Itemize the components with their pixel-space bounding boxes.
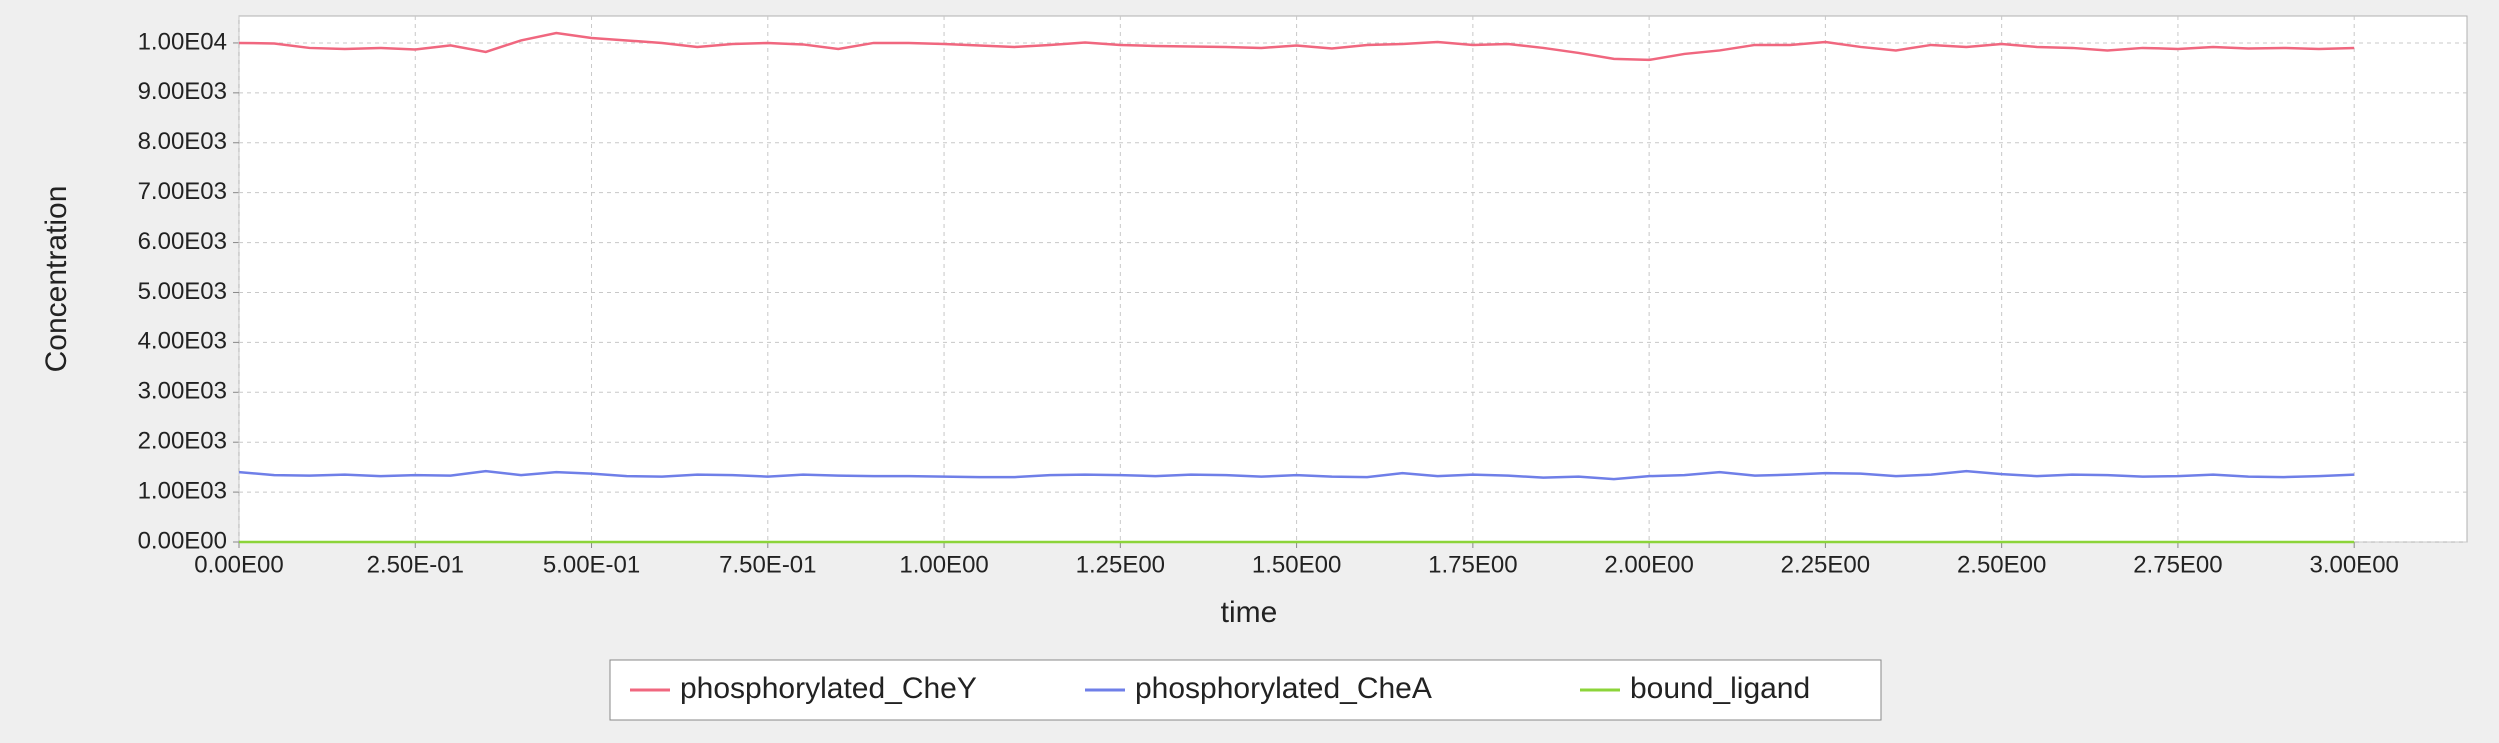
x-tick-label: 1.25E00 [1076, 551, 1165, 578]
x-tick-label: 1.75E00 [1428, 551, 1517, 578]
y-tick-label: 1.00E04 [138, 28, 227, 55]
y-tick-label: 5.00E03 [138, 278, 227, 305]
y-tick-label: 3.00E03 [138, 378, 227, 405]
legend-label: phosphorylated_CheY [680, 672, 977, 705]
x-tick-label: 2.75E00 [2133, 551, 2222, 578]
x-tick-label: 2.50E-01 [367, 551, 464, 578]
x-tick-label: 2.25E00 [1781, 551, 1870, 578]
y-tick-label: 7.00E03 [138, 178, 227, 205]
x-tick-label: 5.00E-01 [543, 551, 640, 578]
plot-area [238, 15, 2468, 543]
x-tick-label: 2.00E00 [1604, 551, 1693, 578]
y-tick-label: 2.00E03 [138, 428, 227, 455]
x-tick-label: 0.00E00 [194, 551, 283, 578]
y-tick-label: 1.00E03 [138, 477, 227, 504]
y-tick-label: 4.00E03 [138, 328, 227, 355]
legend-label: phosphorylated_CheA [1135, 672, 1432, 705]
x-axis-title: time [1221, 596, 1278, 629]
y-tick-label: 8.00E03 [138, 128, 227, 155]
series-line [238, 31, 2355, 62]
y-tick-label: 0.00E00 [138, 527, 227, 554]
x-tick-label: 2.50E00 [1957, 551, 2046, 578]
x-tick-label: 3.00E00 [2309, 551, 2398, 578]
y-tick-label: 9.00E03 [138, 78, 227, 105]
legend-label: bound_ligand [1630, 672, 1810, 705]
y-tick-label: 6.00E03 [138, 228, 227, 255]
x-tick-label: 7.50E-01 [719, 551, 816, 578]
y-axis-title: Concentration [40, 186, 73, 373]
legend-box [609, 659, 1882, 721]
x-tick-label: 1.00E00 [899, 551, 988, 578]
x-tick-label: 1.50E00 [1252, 551, 1341, 578]
series-line [238, 469, 2355, 481]
